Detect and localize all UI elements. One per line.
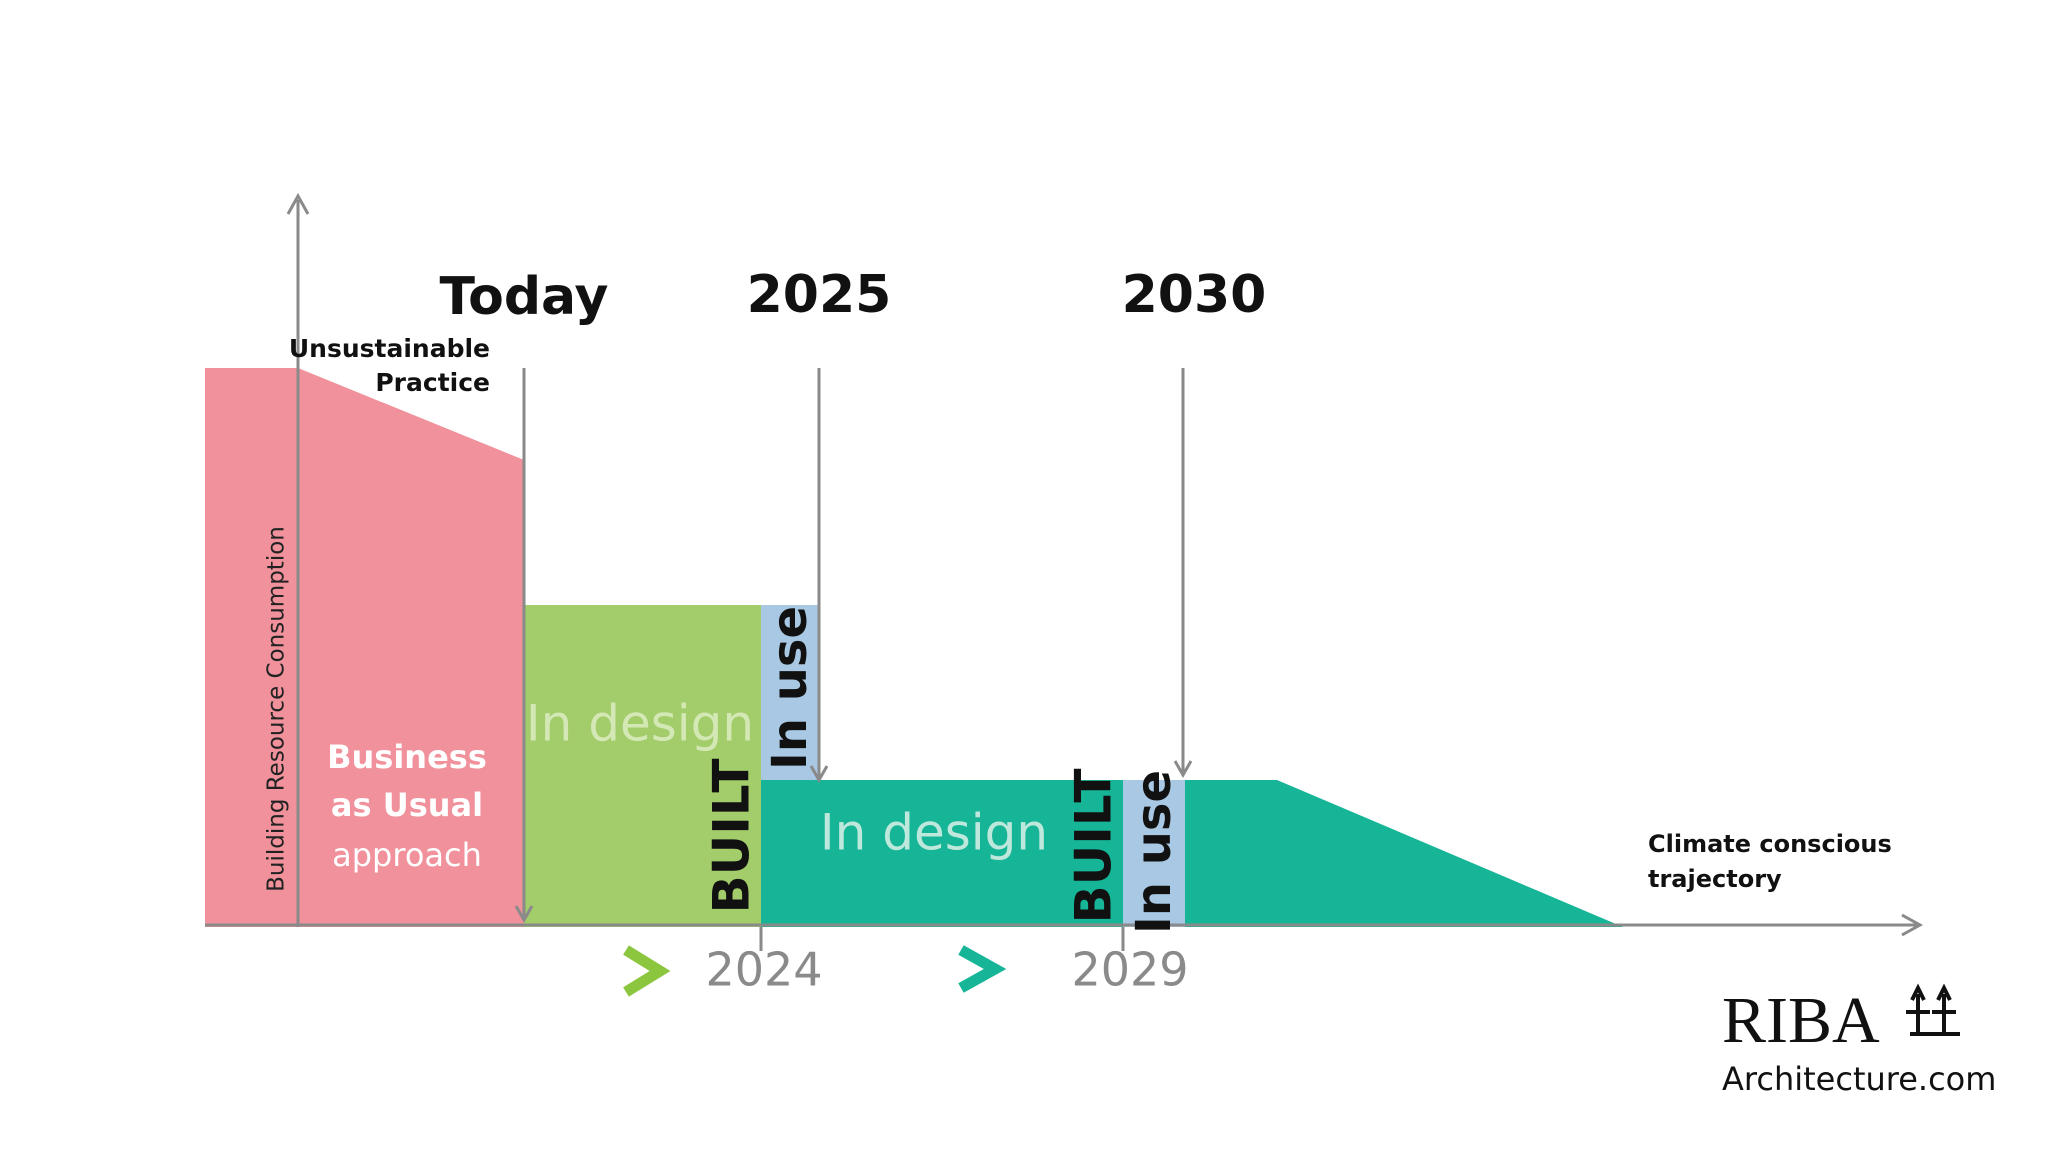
phase-label: In use xyxy=(1126,770,1182,934)
phase-label: In use xyxy=(762,606,818,770)
in-use-block xyxy=(761,605,819,780)
label: approach xyxy=(332,836,482,874)
year-label: 2024 xyxy=(705,943,822,997)
pink-block xyxy=(205,368,298,927)
arrowhead xyxy=(514,905,534,924)
teal-block xyxy=(761,780,1623,927)
label: trajectory xyxy=(1648,865,1782,893)
phase-label: BUILT xyxy=(1065,768,1123,923)
marker-label: Today xyxy=(440,267,609,327)
arrowhead xyxy=(1173,760,1193,779)
arrowhead xyxy=(286,192,310,215)
marker-label: 2025 xyxy=(747,265,892,325)
marker-label: 2030 xyxy=(1122,265,1267,325)
year-label: 2029 xyxy=(1071,943,1188,997)
label: as Usual xyxy=(331,786,483,824)
phase-label: In design xyxy=(820,804,1048,862)
arrowhead xyxy=(809,765,829,784)
phase-label: In design xyxy=(526,695,754,753)
label: Climate conscious xyxy=(1648,830,1892,858)
label: Practice xyxy=(375,368,490,397)
pink-trapezoid xyxy=(298,368,524,927)
logo-crest xyxy=(1906,983,1960,1036)
logo-site: Architecture.com xyxy=(1722,1060,1996,1098)
chevron xyxy=(958,945,1007,993)
logo-name: RIBA xyxy=(1722,984,1880,1057)
label: Business xyxy=(327,738,487,776)
in-use-block xyxy=(1123,780,1185,927)
phase-label: BUILT xyxy=(703,758,761,913)
green-block xyxy=(524,605,761,927)
axis-label: Building Resource Consumption xyxy=(264,526,290,892)
label: Unsustainable xyxy=(289,334,490,363)
arrowhead xyxy=(1901,913,1924,937)
chevron xyxy=(623,945,671,997)
